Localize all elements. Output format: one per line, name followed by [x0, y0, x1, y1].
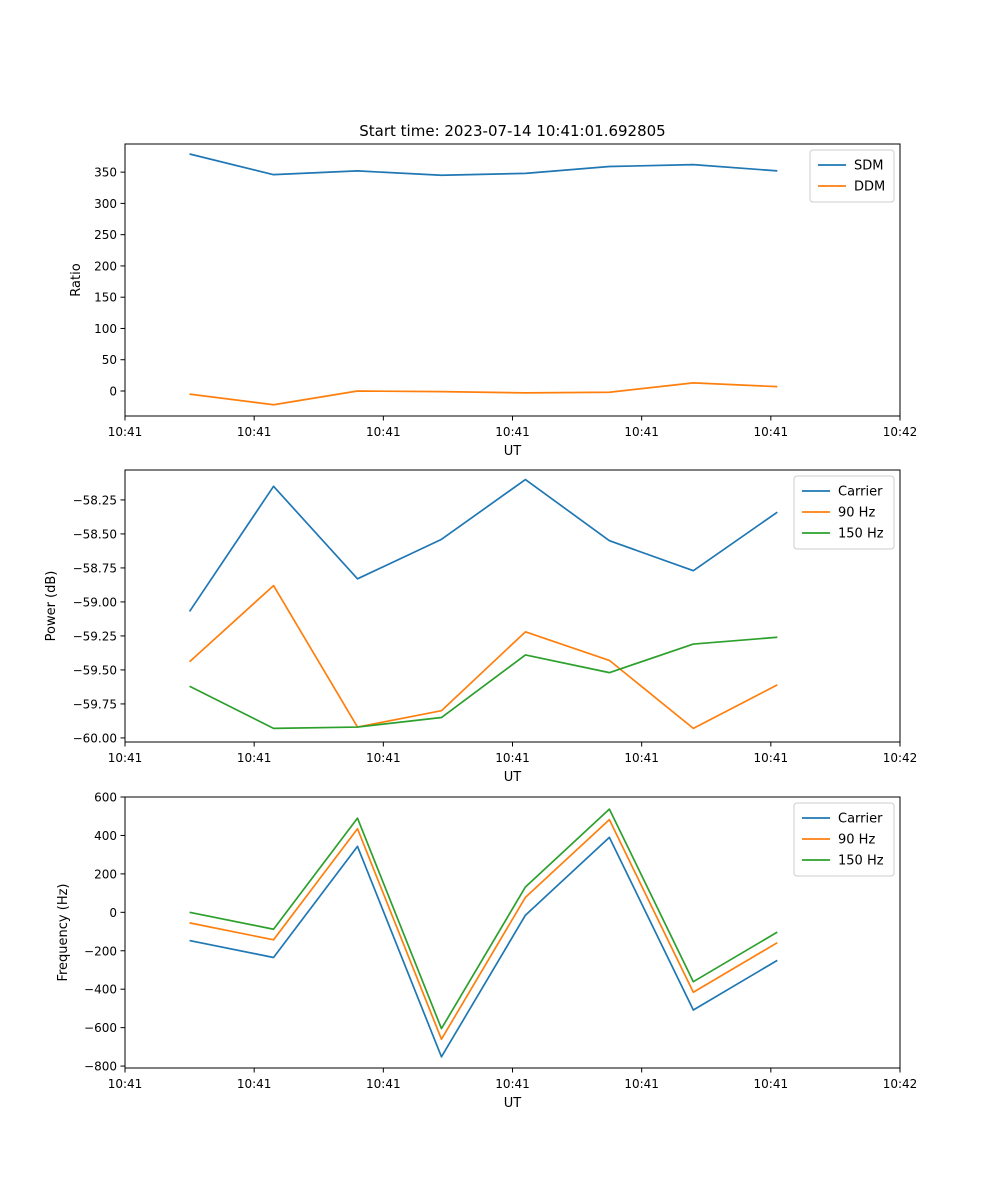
power-y-axis-label: Power (dB) [44, 571, 59, 642]
frequency-x-tick-label: 10:41 [108, 1077, 143, 1091]
frequency-x-axis-label: UT [504, 1096, 522, 1111]
ratio-y-tick-label: 0 [109, 384, 117, 398]
frequency-legend-box [793, 802, 895, 877]
ratio-legend-label-ddm: DDM [854, 180, 885, 195]
power-y-tick-label: −58.75 [73, 561, 117, 575]
power-x-axis-label: UT [504, 770, 522, 785]
frequency-series-line-150-hz [189, 808, 778, 1030]
ratio-y-axis-label: Ratio [69, 263, 84, 296]
power-series-line-90-hz [189, 584, 778, 730]
ratio-series-line-sdm [189, 153, 778, 177]
power-y-tick-label: −58.25 [73, 493, 117, 507]
ratio-y-tick-label: 300 [94, 197, 117, 211]
frequency-y-tick-label: 600 [94, 791, 117, 805]
power-series-line-carrier [188, 478, 778, 612]
frequency-x-tick-label: 10:41 [624, 1077, 659, 1091]
frequency-x-tick-label: 10:41 [754, 1077, 789, 1091]
power-y-tick-label: −60.00 [73, 731, 117, 745]
ratio-legend: SDM DDM [809, 149, 895, 203]
power-legend-label-150-hz: 150 Hz [838, 527, 884, 542]
power-x-tick-label: 10:41 [366, 751, 401, 765]
ratio-x-tick-label: 10:41 [237, 425, 272, 439]
power-y-tick-label: −59.25 [73, 629, 117, 643]
power-x-tick-label: 10:41 [108, 751, 143, 765]
power-plot-frame [124, 469, 901, 743]
frequency-y-tick-label: −800 [84, 1060, 117, 1074]
ratio-x-tick-label: 10:41 [495, 425, 530, 439]
frequency-series-line-carrier [189, 836, 778, 1058]
ratio-x-tick-label: 10:42 [883, 425, 918, 439]
power-legend-label-90-hz: 90 Hz [838, 506, 875, 521]
ratio-y-tick-label: 200 [94, 259, 117, 273]
ratio-y-tick-label: 250 [94, 228, 117, 242]
ratio-x-tick-label: 10:41 [366, 425, 401, 439]
power-x-tick-label: 10:41 [495, 751, 530, 765]
power-x-tick-label: 10:42 [883, 751, 918, 765]
frequency-x-tick-label: 10:41 [495, 1077, 530, 1091]
frequency-legend-label-90-hz: 90 Hz [838, 833, 875, 848]
power-y-tick-label: −59.75 [73, 697, 117, 711]
power-y-tick-label: −58.50 [73, 527, 117, 541]
power-legend-box [793, 475, 895, 550]
ratio-legend-box [809, 149, 895, 203]
ratio-series-line-ddm [189, 382, 778, 406]
frequency-y-tick-label: 0 [109, 906, 117, 920]
frequency-y-tick-label: −400 [84, 983, 117, 997]
frequency-axes: 10:41 10:41 10:41 10:41 10:41 10:41 10:42 −800 −… [56, 791, 917, 1112]
ratio-x-tick-label: 10:41 [108, 425, 143, 439]
frequency-y-tick-label: 400 [94, 829, 117, 843]
frequency-legend-label-150-hz: 150 Hz [838, 854, 884, 869]
frequency-x-tick-label: 10:41 [237, 1077, 272, 1091]
frequency-y-tick-label: −200 [84, 944, 117, 958]
frequency-legend-label-carrier: Carrier [838, 812, 883, 827]
ratio-plot-frame [124, 143, 901, 417]
power-x-tick-label: 10:41 [624, 751, 659, 765]
figure-title: Start time: 2023-07-14 10:41:01.692805 [359, 122, 665, 140]
ratio-y-tick-label: 50 [102, 353, 117, 367]
ratio-x-tick-label: 10:41 [624, 425, 659, 439]
ratio-legend-label-sdm: SDM [854, 159, 883, 174]
frequency-y-tick-label: 200 [94, 867, 117, 881]
frequency-y-axis-label: Frequency (Hz) [56, 883, 71, 981]
ratio-axes: 10:41 10:41 10:41 10:41 10:41 10:41 10:42 0 50 10… [69, 143, 918, 459]
ratio-x-axis-label: UT [504, 444, 522, 459]
frequency-series-line-90-hz [189, 818, 778, 1041]
frequency-x-tick-label: 10:42 [883, 1077, 918, 1091]
ratio-y-tick-label: 150 [94, 291, 117, 305]
power-legend-label-carrier: Carrier [838, 485, 883, 500]
frequency-y-tick-label: −600 [84, 1021, 117, 1035]
ratio-y-tick-label: 350 [94, 166, 117, 180]
power-axes: 10:41 10:41 10:41 10:41 10:41 10:41 10:42 −60.0… [44, 469, 918, 785]
ratio-y-tick-label: 100 [94, 322, 117, 336]
power-legend: Carrier 90 Hz 150 Hz [793, 475, 895, 550]
power-y-tick-label: −59.50 [73, 663, 117, 677]
ratio-x-tick-label: 10:41 [754, 425, 789, 439]
frequency-x-tick-label: 10:41 [366, 1077, 401, 1091]
frequency-legend: Carrier 90 Hz 150 Hz [793, 802, 895, 877]
power-y-tick-label: −59.00 [73, 595, 117, 609]
power-x-tick-label: 10:41 [754, 751, 789, 765]
power-series-line-150-hz [189, 636, 778, 730]
power-x-tick-label: 10:41 [237, 751, 272, 765]
